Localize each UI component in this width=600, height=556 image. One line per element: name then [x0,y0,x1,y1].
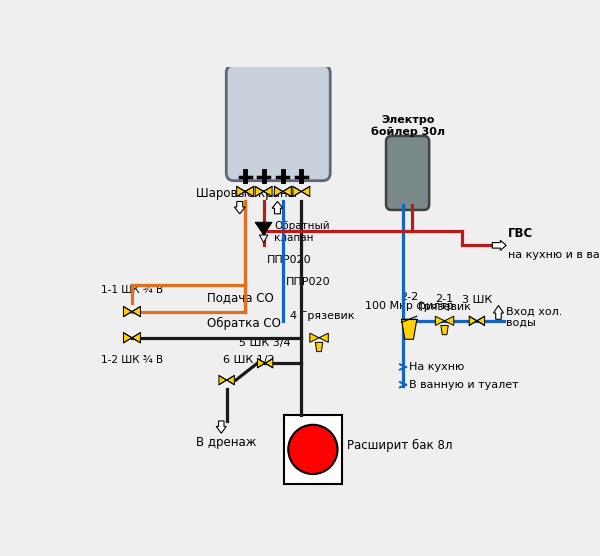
Text: 6 ШК 1/2: 6 ШК 1/2 [223,355,274,365]
Polygon shape [293,186,301,196]
Polygon shape [132,332,140,343]
Polygon shape [263,186,272,196]
Text: 2-2: 2-2 [400,292,418,302]
Polygon shape [124,306,132,317]
Text: 4 Грязевик: 4 Грязевик [290,311,355,321]
Polygon shape [219,375,227,385]
Polygon shape [493,240,506,250]
Text: 100 Мкр филтр: 100 Мкр филтр [365,301,454,311]
Polygon shape [477,316,485,325]
Polygon shape [124,332,132,343]
Text: 1-1 ШК ¾ В: 1-1 ШК ¾ В [101,285,163,295]
Text: Подача СО: Подача СО [208,291,274,304]
Polygon shape [259,235,268,242]
Text: Обратка СО: Обратка СО [208,317,281,330]
Polygon shape [319,333,328,342]
Text: ГВС: ГВС [508,227,533,240]
Polygon shape [227,375,235,385]
Polygon shape [301,186,310,196]
Text: Шаровые краны: Шаровые краны [196,186,297,200]
Text: В дренаж: В дренаж [196,436,257,449]
Polygon shape [272,201,283,214]
Polygon shape [257,359,265,368]
Polygon shape [274,186,283,196]
Text: воды: воды [506,317,536,327]
Text: 1-2 ШК ¾ В: 1-2 ШК ¾ В [101,355,163,365]
FancyBboxPatch shape [226,65,330,181]
Polygon shape [316,342,323,351]
Polygon shape [216,421,226,433]
Polygon shape [235,201,245,214]
Bar [284,415,342,484]
Text: Вход хол.: Вход хол. [506,306,563,316]
Text: Грязевик: Грязевик [418,301,472,311]
Polygon shape [236,186,245,196]
Text: 2-1: 2-1 [436,294,454,304]
Text: Обратный
клапан: Обратный клапан [274,221,330,243]
Text: ППР020: ППР020 [286,277,331,287]
Polygon shape [401,319,417,339]
Text: Электро
бойлер 30л: Электро бойлер 30л [371,115,445,137]
Text: 3 ШК: 3 ШК [462,295,492,305]
FancyBboxPatch shape [386,136,429,210]
Text: На кухню: На кухню [409,362,464,372]
Text: ППР020: ППР020 [266,255,311,265]
Text: В ванную и туалет: В ванную и туалет [409,380,519,390]
Polygon shape [310,333,319,342]
Text: 5 ШК 3/4: 5 ШК 3/4 [239,338,291,348]
Polygon shape [255,222,272,235]
Polygon shape [469,316,477,325]
Circle shape [288,425,338,474]
Polygon shape [445,316,454,325]
Polygon shape [436,316,445,325]
Polygon shape [493,305,503,319]
Polygon shape [132,306,140,317]
Text: на кухню и в ванную: на кухню и в ванную [508,250,600,260]
Polygon shape [265,359,273,368]
Polygon shape [283,186,292,196]
Polygon shape [441,325,448,335]
Polygon shape [245,186,254,196]
Polygon shape [255,186,263,196]
Text: Расширит бак 8л: Расширит бак 8л [347,439,452,452]
